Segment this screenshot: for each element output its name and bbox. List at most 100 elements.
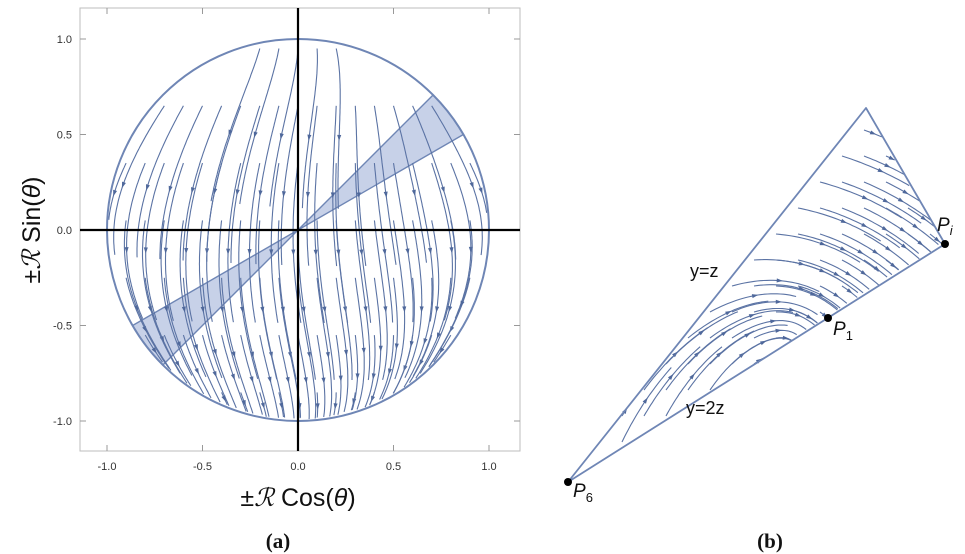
streamline <box>797 259 864 294</box>
streamline-arrow <box>840 246 847 251</box>
streamline-arrow <box>181 306 186 313</box>
streamline-arrow <box>239 306 245 313</box>
streamline <box>125 277 170 369</box>
streamline-arrow <box>819 241 827 246</box>
streamline <box>159 105 203 260</box>
streamline <box>863 181 931 221</box>
streamline <box>198 220 223 379</box>
streamline <box>885 181 920 202</box>
streamline-arrow <box>419 359 424 366</box>
streamline-arrow <box>846 288 853 294</box>
streamline-arrow <box>190 187 195 194</box>
streamline <box>665 311 739 365</box>
streamline-arrow <box>355 373 360 380</box>
streamline <box>248 162 261 323</box>
streamline <box>841 155 910 187</box>
streamline <box>392 163 414 323</box>
streamline-arrow <box>134 304 139 312</box>
streamline-arrow <box>163 247 168 254</box>
streamline-arrow <box>760 340 767 346</box>
streamline-arrow <box>230 373 235 381</box>
streamline <box>665 346 723 417</box>
streamline-arrow <box>359 249 364 256</box>
streamline-arrow <box>449 325 455 333</box>
streamline-arrow <box>405 248 410 255</box>
streamline-arrow <box>279 133 284 140</box>
streamline <box>841 259 880 286</box>
streamline-arrow <box>809 291 817 296</box>
streamline <box>164 162 184 321</box>
streamline-arrow <box>267 376 272 384</box>
streamline-arrow <box>409 340 414 348</box>
streamline <box>412 162 434 322</box>
streamline-arrow <box>194 368 199 375</box>
streamline <box>255 105 280 265</box>
streamline <box>278 335 295 419</box>
point-pi-label: Pi <box>937 215 954 238</box>
streamline <box>841 181 922 224</box>
x-tick-labels: -1.0 -0.5 0.0 0.5 1.0 <box>98 461 497 473</box>
streamline-arrow <box>168 185 173 193</box>
streamline-arrow <box>301 306 306 313</box>
streamline-arrow <box>200 306 205 313</box>
streamline <box>277 220 297 380</box>
streamline <box>354 105 367 266</box>
streamline-arrow <box>249 376 254 383</box>
streamline-arrow <box>776 278 783 283</box>
streamline-arrow <box>193 344 198 351</box>
streamline-arrow <box>151 347 157 354</box>
streamline-arrow <box>818 292 825 298</box>
label-y-equals-z: y=z <box>690 261 719 281</box>
streamline <box>351 335 359 411</box>
caption-a: (a) <box>266 529 291 553</box>
streamline <box>450 162 472 319</box>
streamline-arrow <box>143 247 148 254</box>
y-tick-label: -0.5 <box>53 321 72 333</box>
point-p6-label: P6 <box>573 481 593 505</box>
streamline-arrow <box>220 306 225 313</box>
streamline-arrow <box>124 247 129 254</box>
streamline-arrow <box>435 306 440 313</box>
y-axis-label: ±ℛ Sin(θ) <box>17 177 46 284</box>
streamline-arrow <box>782 335 789 340</box>
streamline <box>643 327 709 391</box>
streamline <box>335 163 349 323</box>
streamline-arrow <box>253 131 258 138</box>
x-tick-label: 0.0 <box>290 461 305 473</box>
streamline-arrow <box>281 191 286 198</box>
streamline <box>687 330 755 391</box>
streamline <box>316 277 333 417</box>
streamline <box>753 284 839 310</box>
streamline-arrow <box>330 192 335 199</box>
streamline-arrow <box>279 402 284 410</box>
streamline-arrow <box>689 373 695 380</box>
streamline <box>126 162 146 319</box>
streamline-arrow <box>440 186 445 193</box>
streamline-arrow <box>394 343 399 350</box>
streamline <box>687 300 769 339</box>
streamline <box>182 277 221 403</box>
streamlines-b <box>621 129 943 443</box>
streamline <box>163 277 205 395</box>
streamline <box>354 277 365 410</box>
streamline <box>259 335 280 418</box>
streamline <box>179 220 207 378</box>
streamline <box>145 162 165 321</box>
streamline-arrow <box>164 306 169 313</box>
streamline-arrow <box>213 188 218 195</box>
streamline-arrow <box>174 360 180 368</box>
streamline-arrow <box>667 373 674 380</box>
streamline <box>415 277 452 379</box>
streamline <box>227 162 242 323</box>
streamline <box>314 163 325 324</box>
streamline-arrow <box>721 331 728 337</box>
streamline <box>885 207 939 246</box>
streamline <box>280 105 299 266</box>
streamline-arrow <box>890 262 897 269</box>
streamline <box>373 105 397 265</box>
streamline-arrow <box>840 218 848 224</box>
streamline <box>160 220 193 376</box>
streamline <box>240 277 270 417</box>
streamline <box>373 163 394 323</box>
streamline-arrow <box>888 155 895 161</box>
